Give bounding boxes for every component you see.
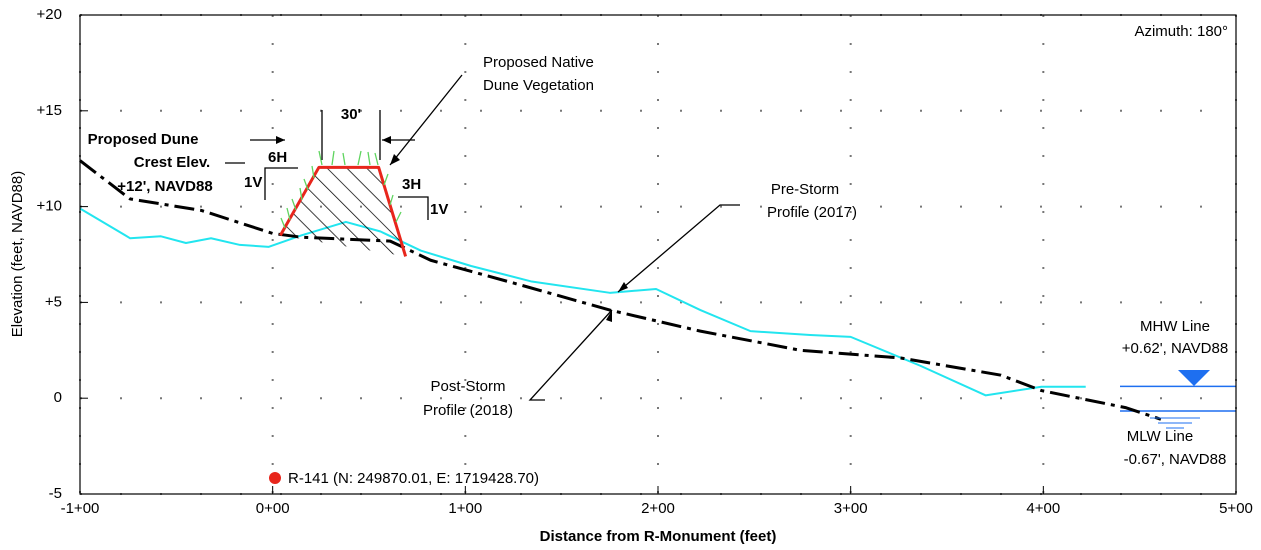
annotation: 30'	[341, 106, 361, 123]
annotation: Post-Storm	[430, 378, 505, 395]
annotation: Profile (2018)	[423, 402, 513, 419]
plot	[79, 159, 1236, 421]
arrows	[225, 74, 740, 401]
annotation: Proposed Dune	[88, 131, 199, 148]
arrow-heads	[276, 136, 628, 322]
y-tick-label: +15	[37, 102, 62, 119]
profile-line	[79, 207, 1086, 397]
dune-fill	[280, 167, 406, 257]
annotation: Proposed Native	[483, 54, 594, 71]
x-axis-label: Distance from R-Monument (feet)	[540, 528, 777, 545]
x-tick-label: 2+00	[641, 500, 675, 517]
x-tick-label: 0+00	[256, 500, 290, 517]
x-tick-label: 3+00	[834, 500, 868, 517]
plot-frame	[79, 14, 1237, 495]
monument-marker	[269, 472, 281, 484]
annotation: Profile (2017)	[767, 204, 857, 221]
mlw-label: -0.67', NAVD88	[1124, 451, 1227, 468]
monument-label: R-141 (N: 249870.01, E: 1719428.70)	[288, 470, 539, 487]
x-tick-label: 1+00	[448, 500, 482, 517]
mhw-label: +0.62', NAVD88	[1122, 340, 1228, 357]
mlw-label: MLW Line	[1127, 428, 1193, 445]
annotation: 1V	[430, 201, 448, 218]
y-tick-label: +10	[37, 198, 62, 215]
x-tick-label: 4+00	[1026, 500, 1060, 517]
y-axis-label: Elevation (feet, NAVD88)	[9, 171, 26, 337]
vegetation	[280, 150, 402, 229]
annotation: Crest Elev.	[134, 154, 210, 171]
profile-line	[79, 159, 1162, 421]
mlw-symbol	[1150, 417, 1200, 429]
x-tick-label: -1+00	[61, 500, 100, 517]
annotation: 3H	[402, 176, 421, 193]
y-tick-label: +20	[37, 6, 62, 23]
y-tick-label: -5	[49, 485, 62, 502]
mhw-label: MHW Line	[1140, 318, 1210, 335]
annotation: Dune Vegetation	[483, 77, 594, 94]
y-tick-label: +5	[45, 293, 62, 310]
y-tick-label: 0	[54, 389, 62, 406]
x-tick-label: 5+00	[1219, 500, 1253, 517]
annotation: +12', NAVD88	[117, 178, 212, 195]
mhw-symbol	[1178, 370, 1210, 386]
annotation: 6H	[268, 149, 287, 166]
annotation: 1V	[244, 174, 262, 191]
profile-line	[279, 165, 408, 257]
annotation: Pre-Storm	[771, 181, 839, 198]
azimuth: Azimuth: 180°	[1134, 23, 1228, 40]
grid	[79, 14, 1237, 495]
